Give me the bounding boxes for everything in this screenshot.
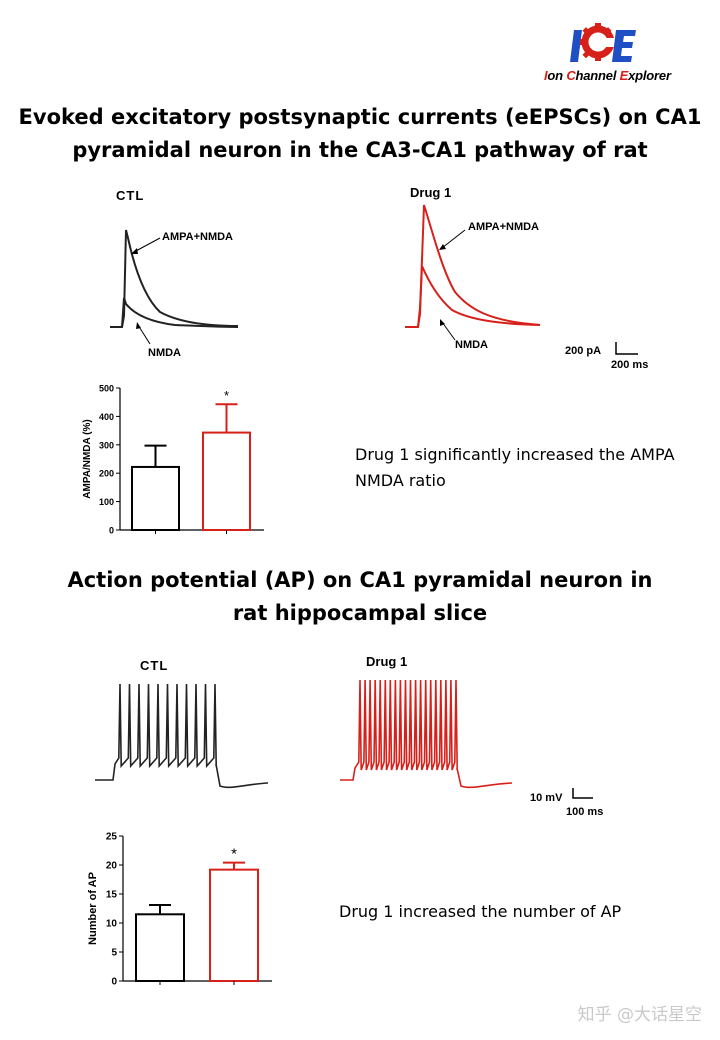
section2-title-line1: Action potential (AP) on CA1 pyramidal n… [67,568,653,592]
y-tick-label: 20 [106,861,118,872]
drug-eepsc-traces [405,204,541,328]
eepsc-annotation-arrows [131,229,466,345]
y-tick-label: 0 [111,977,117,988]
section2-title-line2: rat hippocampal slice [232,601,488,625]
ctl-ap-trace [95,683,269,789]
y-tick-label: 300 [99,440,114,450]
section2-description: Drug 1 increased the number of AP [339,902,622,921]
section1-title-line1: Evoked excitatory postsynaptic currents … [18,105,702,129]
eepsc-ctl-label: CTL [116,188,145,203]
drug-nmda-annotation: NMDA [455,339,488,351]
significance-star: * [224,388,229,403]
logo-text: Ion Channel Explorer [544,68,671,83]
y-tick-label: 500 [99,384,114,394]
y-tick-label: 400 [99,412,114,422]
bar [202,431,251,532]
section1-title-line2: pyramidal neuron in the CA3-CA1 pathway … [72,138,648,162]
y-tick-label: 10 [106,919,118,930]
eepsc-scale-bar [615,342,638,355]
significance-star: * [231,846,237,863]
y-axis-label: Number of AP [87,872,99,945]
ice-logo-mark [570,23,636,62]
ap-ctl-label: CTL [140,658,169,673]
y-tick-label: 15 [106,890,118,901]
y-tick-label: 0 [109,526,114,536]
eepsc-traces [110,204,638,355]
ap-scale-x-label: 100 ms [566,806,604,818]
ice-logo: Ion Channel Explorer [540,20,680,90]
drug-ap-trace [340,679,513,789]
drug-ampa-nmda-annotation: AMPA+NMDA [468,221,539,233]
y-tick-label: 100 [99,497,114,507]
y-tick-label: 5 [111,948,117,959]
ctl-ampa-nmda-annotation: AMPA+NMDA [162,231,233,243]
bar [135,913,185,982]
y-tick-label: 25 [106,832,118,843]
bar [209,868,259,982]
ap-scale-bar [572,788,593,799]
ap-drug-label: Drug 1 [366,654,408,669]
section1-description: Drug 1 significantly increased the AMPA … [355,445,675,490]
ctl-eepsc-traces [110,229,239,328]
ap-count-chart: 0 5 10 15 20 25 * Number of AP [87,832,272,988]
y-tick-label: 200 [99,469,114,479]
eepsc-scale-y-label: 200 pA [565,345,602,357]
watermark: 知乎 @大话星空 [577,1005,702,1025]
ctl-nmda-annotation: NMDA [148,347,181,359]
bar [131,465,180,532]
eepsc-scale-x-label: 200 ms [611,359,649,371]
ap-traces [95,679,593,799]
eepsc-drug-label: Drug 1 [410,185,452,200]
y-axis-label: AMPA/NMDA (%) [82,419,93,498]
ampa-nmda-ratio-chart: 0 100 200 300 400 500 * AMPA/NMDA (%) [82,384,264,536]
ap-scale-y-label: 10 mV [530,792,563,804]
